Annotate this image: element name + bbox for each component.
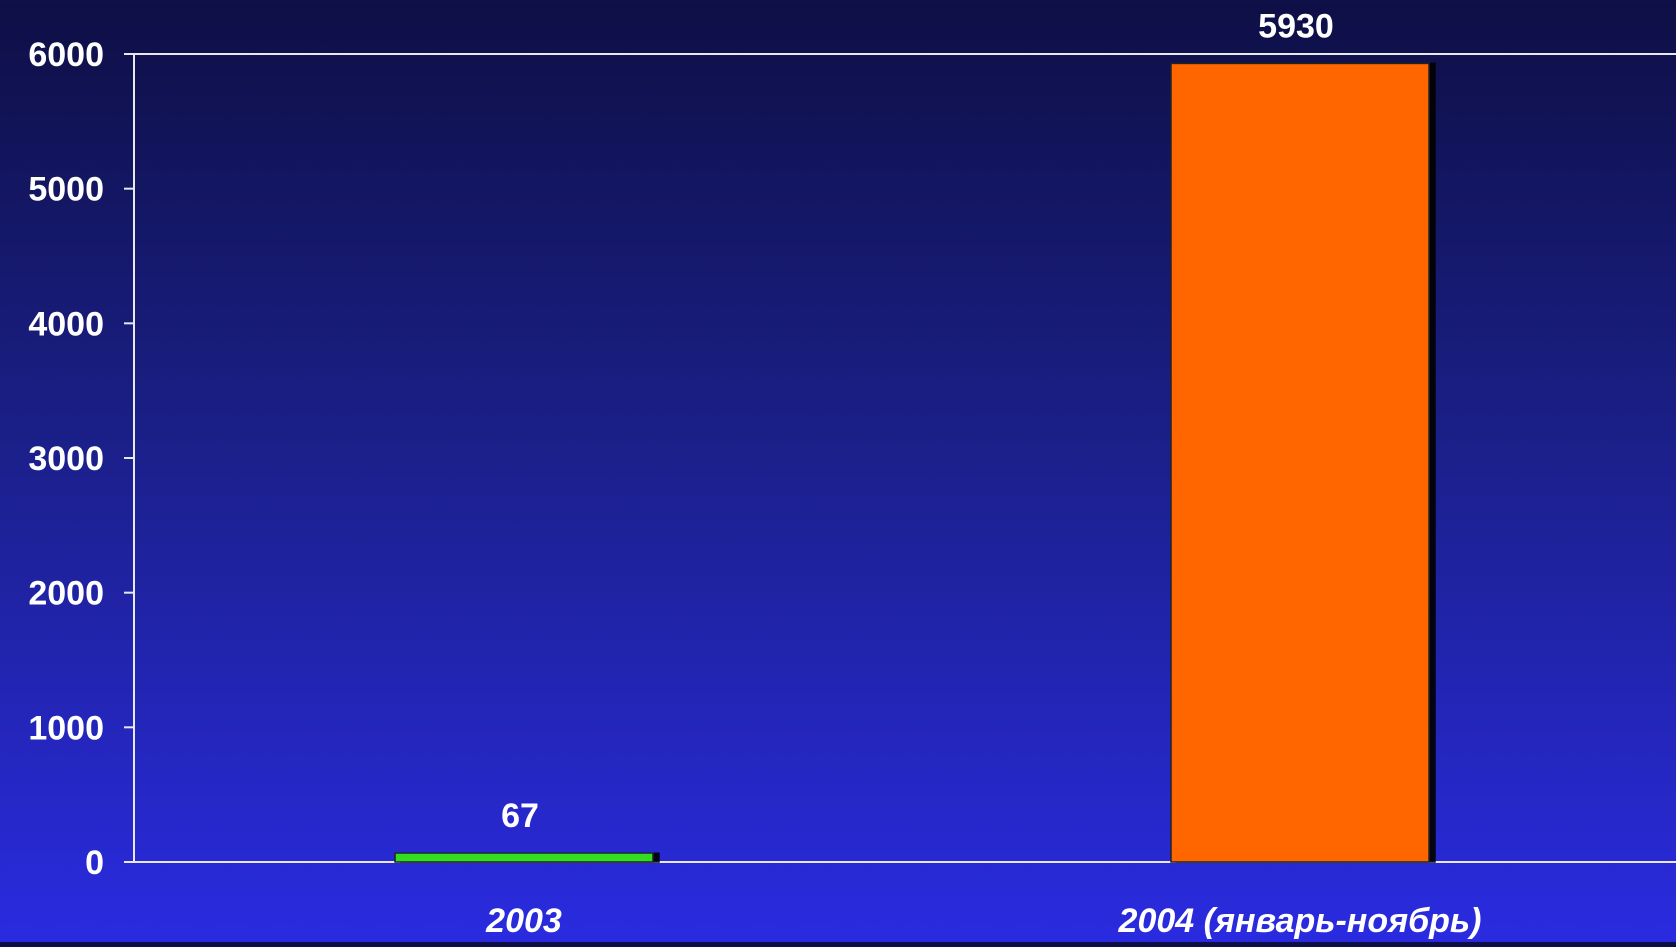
y-tick-label: 3000: [28, 440, 104, 478]
axes: [124, 53, 1676, 863]
bars: [394, 62, 1430, 863]
y-tick-label: 4000: [28, 305, 104, 343]
bar: [1170, 62, 1430, 863]
y-tick-label: 6000: [28, 36, 104, 74]
bar: [394, 852, 654, 863]
data-label: 5930: [1258, 7, 1334, 45]
y-tick-label: 0: [85, 844, 104, 882]
y-tick-label: 5000: [28, 171, 104, 209]
labels: 0 1000 2000 3000 4000 5000 6000 67 2003 5930 2004 …: [28, 7, 1481, 940]
x-category-label: 2004 (январь-ноябрь): [1118, 902, 1482, 940]
y-tick-label: 1000: [28, 709, 104, 747]
x-category-label: 2003: [485, 902, 562, 940]
data-label: 67: [501, 797, 539, 835]
y-tick-label: 2000: [28, 575, 104, 613]
